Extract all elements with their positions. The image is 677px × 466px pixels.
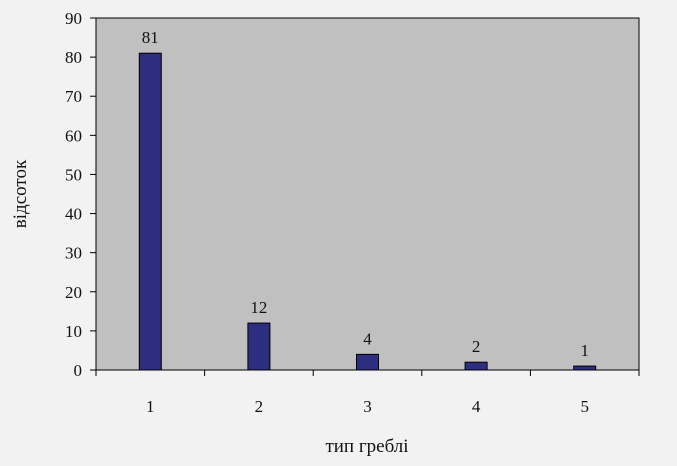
- y-tick-label: 20: [65, 283, 82, 302]
- y-axis-label: відсоток: [10, 159, 31, 228]
- data-label-5: 1: [580, 341, 589, 360]
- x-tick-label: 1: [146, 397, 155, 416]
- x-axis: 1 2 3 4 5: [95, 370, 640, 416]
- bar-2: [247, 322, 271, 371]
- y-tick-label: 80: [65, 48, 82, 67]
- bar-4: [464, 361, 488, 371]
- bars: [138, 52, 597, 371]
- bar-5: [573, 365, 597, 371]
- x-tick-label: 5: [580, 397, 589, 416]
- y-tick-label: 50: [65, 165, 82, 184]
- data-label-2: 12: [250, 298, 267, 317]
- x-tick-label: 4: [472, 397, 481, 416]
- bar-3: [356, 353, 379, 371]
- y-axis: 0 10 20 30 40 50 60 70 80 90: [65, 9, 96, 380]
- y-tick-label: 90: [65, 9, 82, 28]
- y-tick-label: 40: [65, 205, 82, 224]
- y-tick-label: 60: [65, 126, 82, 145]
- x-tick-label: 2: [255, 397, 264, 416]
- data-labels: 81 12 4 2 1: [142, 28, 589, 360]
- plot-area: [95, 17, 640, 371]
- bar-1: [138, 52, 162, 371]
- y-tick-label: 70: [65, 87, 82, 106]
- x-tick-label: 3: [363, 397, 372, 416]
- data-label-1: 81: [142, 28, 159, 47]
- y-tick-label: 0: [74, 361, 83, 380]
- y-tick-label: 30: [65, 244, 82, 263]
- x-axis-label: тип греблі: [325, 436, 408, 457]
- data-label-4: 2: [472, 337, 481, 356]
- y-tick-label: 10: [65, 322, 82, 341]
- data-label-3: 4: [363, 329, 372, 348]
